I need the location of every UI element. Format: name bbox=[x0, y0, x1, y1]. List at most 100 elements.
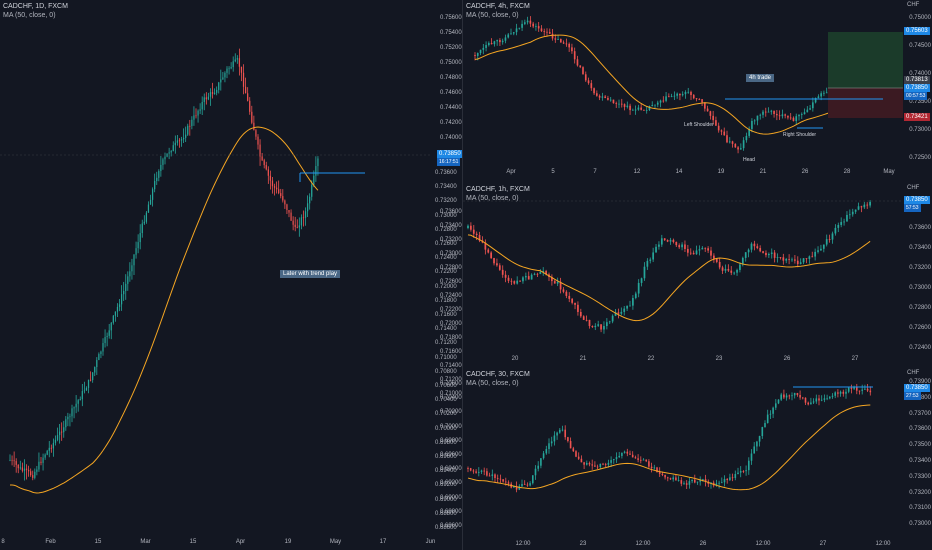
candle-body bbox=[789, 117, 792, 119]
candle-body bbox=[770, 110, 773, 112]
candle-body bbox=[567, 437, 569, 442]
daily-ma-line[interactable] bbox=[9, 126, 319, 494]
candle-body bbox=[42, 457, 44, 463]
h1-chart-canvas[interactable] bbox=[463, 183, 903, 368]
daily-chart-pane[interactable]: CADCHF, 1D, FXCM MA (50, close, 0) Later… bbox=[0, 0, 432, 550]
candle-body bbox=[651, 105, 654, 107]
candle-body bbox=[102, 343, 104, 352]
h4-stop-zone[interactable] bbox=[828, 88, 903, 118]
candle-body bbox=[569, 441, 572, 449]
x-tick: 19 bbox=[284, 539, 292, 545]
candle-body bbox=[302, 217, 305, 219]
daily-price-axis[interactable]: 0.73600 0.73400 0.73200 0.73000 0.72800 0.726… bbox=[432, 0, 463, 540]
h1-ma-line[interactable] bbox=[467, 234, 871, 322]
m30-price-axis-right[interactable]: CHF 0.739000.738000.737000.736000.735000… bbox=[903, 368, 932, 540]
h4-chart-canvas[interactable] bbox=[463, 0, 903, 178]
candle-body bbox=[626, 305, 628, 309]
candle-body bbox=[791, 395, 793, 397]
candle-body bbox=[591, 464, 594, 466]
candle-body bbox=[537, 26, 540, 29]
candle-body bbox=[726, 135, 728, 143]
daily-time-axis[interactable]: 8 Feb 15 Mar 15 Apr 19 May 17 Jun bbox=[0, 538, 435, 550]
candle-body bbox=[73, 407, 75, 409]
candle-body bbox=[191, 119, 193, 127]
candle-body bbox=[36, 469, 38, 472]
candle-body bbox=[110, 322, 112, 331]
h1-time-axis[interactable]: 20 21 22 23 26 27 bbox=[463, 355, 903, 365]
candle-body bbox=[733, 272, 736, 274]
y-tick: 0.71200 bbox=[435, 340, 457, 347]
candle-body bbox=[255, 130, 257, 137]
candle-body bbox=[154, 181, 156, 190]
y-tick: 0.73600 bbox=[909, 225, 931, 231]
m30-chart-canvas[interactable] bbox=[463, 368, 903, 540]
candle-body bbox=[530, 274, 533, 280]
candle-body bbox=[692, 252, 695, 255]
candle-body bbox=[469, 468, 472, 471]
candle-body bbox=[770, 252, 773, 254]
candle-body bbox=[257, 136, 259, 145]
candle-body bbox=[594, 465, 596, 467]
y-tick: 0.73000 bbox=[435, 212, 457, 219]
y-tick: 0.75000 bbox=[909, 15, 931, 21]
candle-body bbox=[92, 372, 94, 380]
candle-body bbox=[686, 248, 689, 253]
candle-body bbox=[603, 326, 605, 330]
candle-body bbox=[89, 379, 92, 381]
candle-body bbox=[648, 106, 651, 110]
candle-body bbox=[572, 448, 575, 452]
candle-body bbox=[543, 31, 546, 32]
candle-body bbox=[739, 470, 742, 473]
candle-body bbox=[537, 465, 540, 469]
candle-body bbox=[574, 302, 576, 305]
candle-body bbox=[646, 260, 649, 267]
candle-body bbox=[814, 97, 817, 103]
y-tick: 0.71600 bbox=[440, 349, 462, 355]
x-tick: 21 bbox=[759, 169, 767, 175]
candle-body bbox=[499, 40, 501, 43]
daily-note[interactable]: Later with trend play bbox=[280, 270, 341, 278]
candle-body bbox=[133, 254, 135, 266]
m30-time-axis[interactable]: 12:00 23 12:00 26 12:00 27 12:00 bbox=[463, 540, 903, 550]
candle-body bbox=[58, 431, 61, 436]
candle-body bbox=[27, 469, 30, 472]
candle-body bbox=[228, 68, 230, 70]
m30-ma-line[interactable] bbox=[467, 404, 871, 491]
candle-body bbox=[796, 392, 799, 396]
h1-price-tag: 0.73850 bbox=[904, 196, 930, 204]
candle-body bbox=[474, 55, 476, 56]
candle-body bbox=[222, 77, 224, 80]
h4-price-axis-right[interactable]: CHF 0.75000 0.74500 0.74000 0.73500 0.73000 0… bbox=[903, 0, 932, 178]
candle-body bbox=[521, 483, 523, 487]
h4-ma-line[interactable] bbox=[474, 34, 833, 135]
h1-price-axis-right[interactable]: CHF 0.73600 0.73400 0.73200 0.73000 0.72800 0… bbox=[903, 183, 932, 368]
candle-body bbox=[737, 147, 739, 150]
candle-body bbox=[837, 224, 840, 228]
candle-body bbox=[863, 204, 866, 208]
h4-time-axis[interactable]: Apr 5 7 12 14 19 21 26 28 May bbox=[463, 168, 903, 178]
candle-body bbox=[249, 100, 251, 112]
candle-body bbox=[548, 443, 550, 450]
candle-body bbox=[831, 233, 834, 240]
h4-target-zone[interactable] bbox=[828, 32, 903, 88]
candle-body bbox=[601, 96, 604, 98]
candle-body bbox=[211, 92, 214, 94]
candle-body bbox=[631, 454, 634, 458]
candle-body bbox=[704, 479, 707, 482]
candle-body bbox=[482, 47, 485, 50]
vertical-separator[interactable] bbox=[462, 0, 463, 550]
candle-body bbox=[618, 103, 620, 105]
daily-chart-canvas[interactable] bbox=[0, 0, 432, 550]
h1-chart-pane[interactable]: CADCHF, 1h, FXCM MA (50, close, 0) bbox=[463, 183, 903, 368]
m30-chart-pane[interactable]: CADCHF, 30, FXCM MA (50, close, 0) bbox=[463, 368, 903, 540]
y-tick: 0.71400 bbox=[440, 363, 462, 369]
candle-body bbox=[702, 479, 704, 481]
candle-body bbox=[491, 474, 494, 476]
h4-chart-pane[interactable]: CADCHF, 4h, FXCM MA (50, close, 0) 4h tr… bbox=[463, 0, 903, 178]
y-tick: 0.73300 bbox=[909, 473, 931, 480]
candle-body bbox=[620, 103, 623, 105]
candle-body bbox=[718, 261, 721, 268]
candle-body bbox=[734, 143, 737, 148]
candle-body bbox=[620, 311, 623, 314]
h4-note[interactable]: 4h trade bbox=[746, 74, 775, 82]
